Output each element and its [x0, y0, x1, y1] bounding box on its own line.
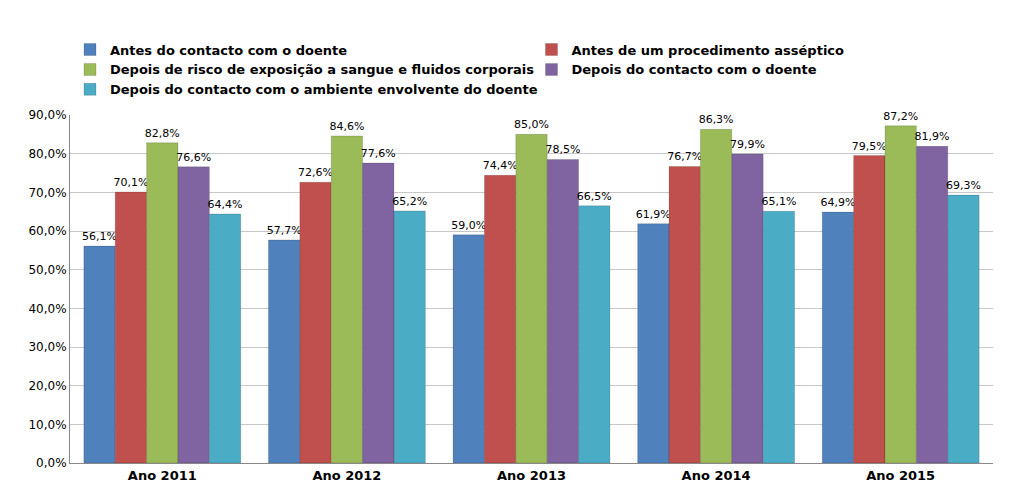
svg-text:76,7%: 76,7% — [667, 150, 702, 163]
svg-text:70,1%: 70,1% — [113, 176, 148, 189]
svg-text:69,3%: 69,3% — [946, 179, 981, 192]
svg-text:79,9%: 79,9% — [730, 138, 765, 151]
svg-text:79,5%: 79,5% — [852, 140, 887, 153]
svg-text:20,0%: 20,0% — [28, 379, 66, 393]
svg-text:Ano 2011: Ano 2011 — [128, 468, 197, 483]
svg-text:59,0%: 59,0% — [451, 219, 486, 232]
svg-text:57,7%: 57,7% — [267, 224, 302, 237]
svg-text:56,1%: 56,1% — [82, 230, 117, 243]
svg-text:66,5%: 66,5% — [577, 190, 612, 203]
svg-text:70,0%: 70,0% — [28, 186, 66, 200]
svg-text:61,9%: 61,9% — [636, 208, 671, 221]
svg-text:80,0%: 80,0% — [28, 147, 66, 161]
svg-text:Ano 2013: Ano 2013 — [497, 468, 566, 483]
svg-text:64,9%: 64,9% — [820, 196, 855, 209]
svg-text:78,5%: 78,5% — [545, 143, 580, 156]
svg-text:Ano 2014: Ano 2014 — [682, 468, 751, 483]
svg-text:82,8%: 82,8% — [145, 127, 180, 140]
svg-text:74,4%: 74,4% — [483, 159, 518, 172]
svg-text:10,0%: 10,0% — [28, 418, 66, 432]
svg-text:90,0%: 90,0% — [28, 108, 66, 122]
svg-text:50,0%: 50,0% — [28, 263, 66, 277]
svg-text:0,0%: 0,0% — [36, 456, 67, 470]
svg-text:84,6%: 84,6% — [329, 120, 364, 133]
svg-text:Depois de risco de exposição a: Depois de risco de exposição a sangue e … — [110, 62, 534, 77]
svg-text:72,6%: 72,6% — [298, 166, 333, 179]
svg-text:65,1%: 65,1% — [761, 195, 796, 208]
svg-text:85,0%: 85,0% — [514, 118, 549, 131]
svg-text:Antes de um procedimento assép: Antes de um procedimento asséptico — [572, 43, 845, 58]
svg-text:87,2%: 87,2% — [883, 110, 918, 123]
svg-text:64,4%: 64,4% — [208, 198, 243, 211]
svg-text:40,0%: 40,0% — [28, 302, 66, 316]
svg-text:Depois do contacto com o ambie: Depois do contacto com o ambiente envolv… — [110, 82, 538, 97]
svg-text:81,9%: 81,9% — [915, 130, 950, 143]
svg-text:60,0%: 60,0% — [28, 224, 66, 238]
svg-text:Antes do contacto com o doente: Antes do contacto com o doente — [110, 43, 347, 58]
svg-text:Depois do contacto com o doent: Depois do contacto com o doente — [572, 62, 817, 77]
svg-text:Ano 2015: Ano 2015 — [866, 468, 935, 483]
svg-text:65,2%: 65,2% — [392, 195, 427, 208]
svg-text:77,6%: 77,6% — [361, 147, 396, 160]
svg-text:76,6%: 76,6% — [176, 151, 211, 164]
svg-text:30,0%: 30,0% — [28, 340, 66, 354]
svg-text:Ano 2012: Ano 2012 — [312, 468, 381, 483]
svg-text:86,3%: 86,3% — [699, 113, 734, 126]
